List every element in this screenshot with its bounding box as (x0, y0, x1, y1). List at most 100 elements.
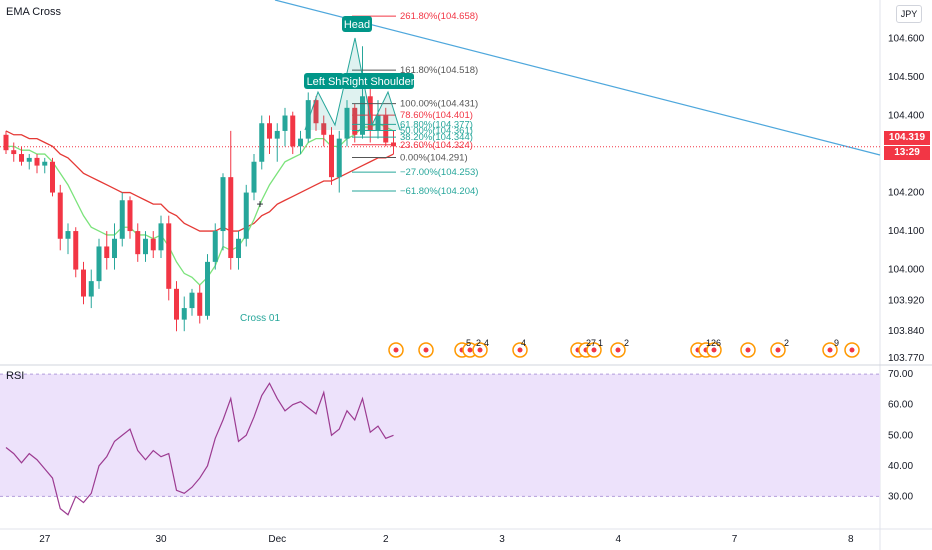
head-label-text: Head (344, 19, 370, 31)
candle (135, 223, 141, 262)
candle (267, 115, 272, 155)
left-shoulder-label-bg (304, 73, 344, 89)
event-badge (610, 342, 626, 358)
candle (112, 223, 117, 270)
fib-level-label: 261.80%(104.658) (400, 11, 478, 22)
fib-level-label: 161.80%(104.518) (400, 65, 478, 76)
left-shoulder-label: Left Sh (304, 73, 344, 89)
price-tick-label: 104.200 (888, 188, 925, 199)
candle-body (181, 308, 187, 320)
event-badge (822, 342, 838, 358)
time-tick-label: 2 (383, 534, 389, 545)
candle (104, 231, 110, 270)
candle (26, 154, 32, 170)
candle-body (313, 100, 319, 124)
candle-body (197, 292, 203, 316)
candle (150, 231, 156, 259)
candle-body (282, 115, 288, 131)
candle-body (81, 269, 86, 297)
chart-title: EMA Cross (6, 6, 62, 18)
candle (336, 130, 342, 193)
candle (205, 254, 210, 320)
ema-slow-line (5, 130, 394, 232)
event-badge (586, 342, 602, 358)
candle (375, 100, 381, 139)
candle-body (50, 161, 55, 193)
event-badge-dot (477, 347, 483, 353)
candle-body (158, 223, 164, 251)
time-tick-label: 27 (39, 534, 51, 545)
candle-body (274, 130, 280, 139)
candle-body (375, 115, 381, 131)
candle (391, 130, 396, 155)
candle (220, 173, 226, 251)
candle (158, 215, 164, 259)
candle (19, 146, 24, 166)
candle (212, 223, 218, 270)
right-shoulder-label-text: Right Shoulder (342, 76, 415, 88)
event-count: 9 (834, 338, 839, 348)
event-badge-dot (467, 347, 473, 353)
candle (88, 269, 94, 309)
candle-body (34, 157, 40, 166)
left-shoulder-label-text: Left Sh (307, 76, 342, 88)
candle (259, 115, 265, 170)
event-count: 4 (484, 338, 489, 348)
right-shoulder-label-bg (342, 73, 414, 89)
candle-body (150, 238, 156, 251)
candle-body (236, 238, 241, 259)
price-tick-label: 104.100 (888, 226, 925, 237)
candle (127, 196, 133, 239)
fib-level-label: 78.60%(104.401) (400, 110, 473, 121)
candle-body (88, 281, 94, 297)
candle-body (42, 161, 48, 166)
fib-level-label: 100.00%(104.431) (400, 99, 478, 110)
candle-body (11, 150, 17, 155)
candle-body (352, 107, 358, 135)
cross-marker: + (256, 197, 263, 211)
fib-level-label: −27.00%(104.253) (400, 167, 478, 178)
candle-body (65, 231, 71, 239)
price-tick-label: 104.600 (888, 34, 925, 45)
rsi-pane (0, 373, 880, 516)
overlays: 261.80%(104.658) 161.80%(104.518) 100.00%(… (240, 11, 860, 358)
candle-body (321, 123, 327, 135)
candle (352, 103, 358, 143)
candle-body (336, 138, 342, 178)
event-count: 27 (586, 338, 596, 348)
rsi-tick-label: 30.00 (888, 491, 913, 502)
candle (383, 107, 389, 147)
candle-body (3, 134, 9, 151)
event-badge (472, 342, 488, 358)
candle (298, 130, 303, 155)
last-price-label: 104.319 (884, 131, 930, 145)
candle-body (228, 177, 234, 259)
rsi-tick-label: 60.00 (888, 400, 913, 411)
event-badge (740, 342, 756, 358)
candle (81, 261, 86, 305)
candle (143, 231, 148, 262)
price-tick-label: 103.840 (888, 326, 925, 337)
event-count: 2 (476, 338, 481, 348)
candle (236, 231, 241, 270)
event-badge (512, 342, 528, 358)
candle-body (298, 138, 303, 147)
currency-button[interactable]: JPY (896, 5, 922, 23)
rsi-tick-label: 50.00 (888, 430, 913, 441)
price-tick-label: 104.500 (888, 72, 925, 83)
candle (166, 215, 172, 301)
candle (313, 96, 319, 131)
event-badge (770, 342, 786, 358)
rsi-band (0, 374, 880, 497)
candle-body (143, 238, 148, 255)
candle-body (19, 154, 24, 162)
event-badge-dot (827, 347, 833, 353)
candle-body (127, 200, 133, 232)
candle-body (174, 288, 179, 320)
event-badge-dot (615, 347, 621, 353)
rsi-title: RSI (6, 370, 25, 382)
candle (34, 154, 40, 174)
event-count: 1 (598, 338, 603, 348)
fib-level-label: −61.80%(104.204) (400, 186, 478, 197)
